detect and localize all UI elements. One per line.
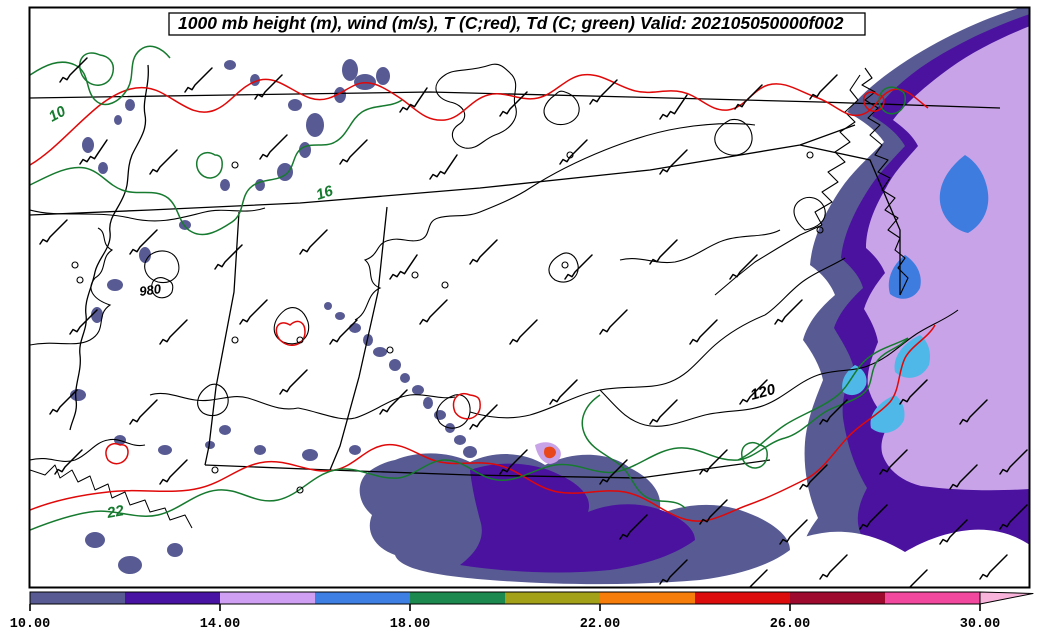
svg-text:22.00: 22.00 xyxy=(580,617,621,632)
svg-text:18.00: 18.00 xyxy=(390,617,431,632)
svg-text:14.00: 14.00 xyxy=(200,617,241,632)
svg-text:10.00: 10.00 xyxy=(10,617,51,632)
svg-text:22: 22 xyxy=(105,502,126,522)
svg-text:980: 980 xyxy=(138,281,162,299)
svg-text:26.00: 26.00 xyxy=(770,617,811,632)
svg-text:1000 mb height (m), wind (m/s): 1000 mb height (m), wind (m/s), T (C;red… xyxy=(178,13,844,33)
svg-text:30.00: 30.00 xyxy=(960,617,1001,632)
